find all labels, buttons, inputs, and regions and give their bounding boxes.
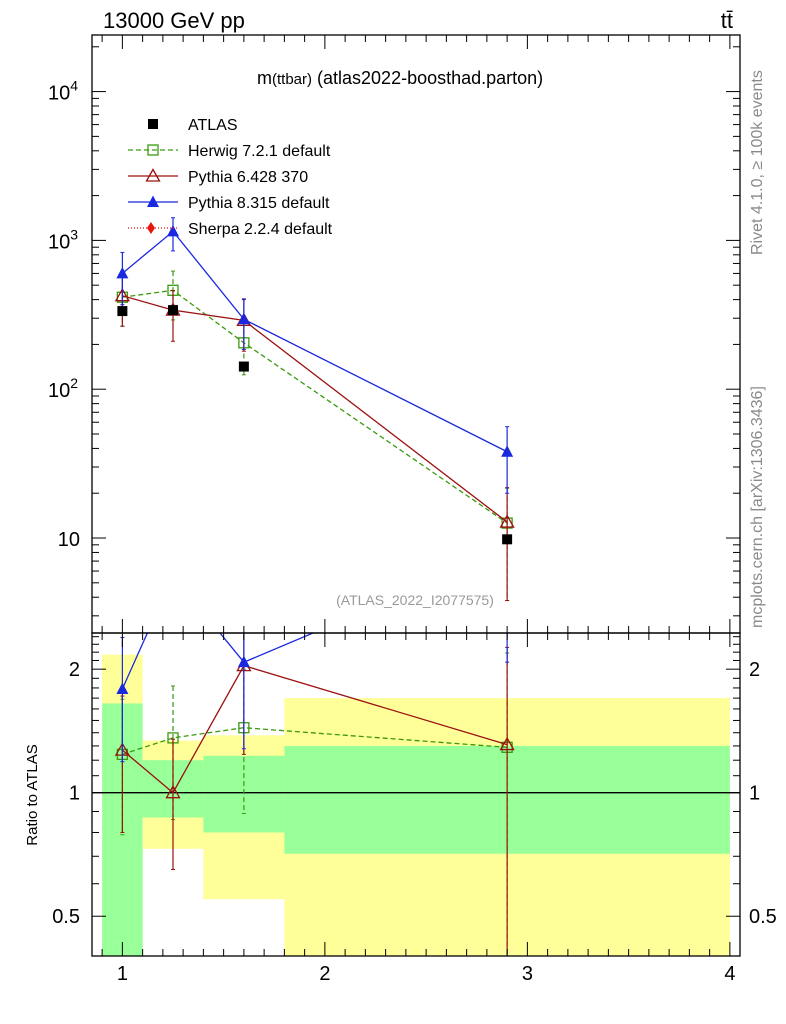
legend-marker — [147, 222, 155, 234]
ratio-ytick-label-left: 0.5 — [52, 906, 80, 928]
main-atlas-point — [238, 361, 249, 372]
ratio-pythia-point — [237, 655, 250, 668]
main-atlas-point — [502, 534, 513, 545]
rivet-label: Rivet 4.1.0, ≥ 100k events — [749, 70, 766, 255]
ratio-plot-data — [114, 569, 515, 956]
ratio-ytick-label-right: 0.5 — [749, 906, 777, 928]
legend-marker — [147, 195, 159, 207]
legend-label: ATLAS — [188, 117, 238, 134]
ratio-pythia-point — [165, 784, 181, 799]
ratio-frame — [91, 632, 741, 957]
legend-label: Pythia 8.315 default — [188, 195, 330, 212]
ratio-herwig-line — [122, 727, 508, 755]
ratio-pythia-line — [121, 633, 315, 690]
main-ytick-label: 102 — [48, 375, 78, 402]
legend-marker — [148, 119, 158, 129]
main-ytick-label: 104 — [48, 78, 78, 105]
ratio-pythia-point — [499, 736, 515, 751]
analysis-watermark: (ATLAS_2022_I2077575) — [336, 592, 494, 608]
main-pythia-line — [121, 230, 508, 453]
main-herwig-line — [122, 289, 508, 524]
legend-marker — [147, 144, 159, 156]
main-pythia-point — [501, 445, 514, 457]
ratio-ytick-label-left: 1 — [69, 783, 80, 805]
main-atlas-point — [117, 306, 128, 317]
ratio-ytick-label-right: 1 — [749, 783, 760, 805]
ratio-ytick-label-left: 2 — [69, 659, 80, 681]
main-pythia-point — [116, 266, 129, 279]
legend-label: Herwig 7.2.1 default — [188, 143, 331, 160]
xtick-label: 1 — [117, 963, 128, 985]
xtick-label: 4 — [724, 963, 735, 985]
ratio-pythia-point — [167, 569, 179, 581]
mcplots-label: mcplots.cern.ch [arXiv:1306.3436] — [749, 386, 766, 628]
ratio-pythia-point — [116, 682, 129, 694]
main-atlas-point — [168, 305, 178, 316]
main-plot-data — [114, 217, 515, 602]
xtick-label: 3 — [522, 963, 533, 985]
process-label: tt̄ — [721, 8, 733, 33]
main-ytick-label: 103 — [48, 226, 78, 253]
legend-label: Pythia 6.428 370 — [188, 169, 308, 186]
ratio-bands — [92, 654, 740, 956]
ratio-ylabel: Ratio to ATLAS — [24, 744, 41, 845]
legend: ATLAS Herwig 7.2.1 default Pythia 6.428 37… — [128, 117, 333, 238]
legend-marker — [145, 168, 161, 182]
ratio-pythia-line — [121, 664, 508, 794]
energy-label: 13000 GeV pp — [103, 8, 245, 33]
main-pythia-line — [122, 295, 508, 523]
chart-title: m(ttbar) (atlas2022-boosthad.parton) — [257, 68, 543, 88]
main-pythia-point — [237, 312, 250, 325]
legend-label: Sherpa 2.2.4 default — [188, 221, 333, 238]
main-pythia-point — [499, 514, 515, 528]
xtick-label: 2 — [319, 963, 330, 985]
ratio-ytick-label-right: 2 — [749, 659, 760, 681]
main-ytick-label: 10 — [58, 529, 80, 551]
main-pythia-point — [167, 224, 179, 237]
